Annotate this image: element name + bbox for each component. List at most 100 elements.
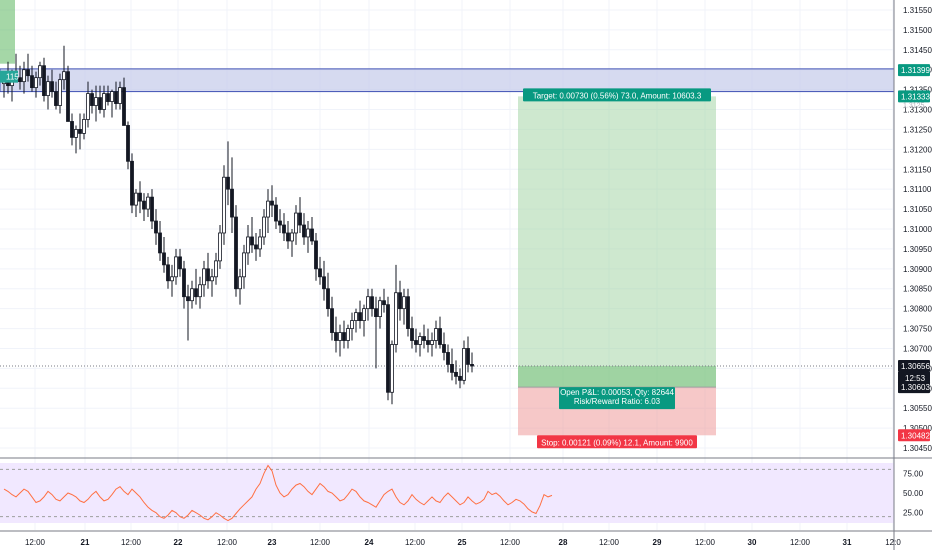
price-tick-label: 1.30500 xyxy=(903,424,932,433)
price-tag-bg xyxy=(898,64,930,77)
candle-bear xyxy=(166,264,170,282)
candle-bear xyxy=(314,240,318,270)
candle-bear xyxy=(274,204,278,222)
candle-bull xyxy=(402,296,406,310)
price-tick-label: 1.30900 xyxy=(903,265,932,274)
time-tick-label: 22 xyxy=(174,538,183,547)
candle-bull xyxy=(134,192,138,206)
candle-bull xyxy=(222,176,226,234)
candle-bear xyxy=(30,75,34,89)
candle-bull xyxy=(462,348,466,381)
position-tool[interactable] xyxy=(0,96,894,436)
candle-bear xyxy=(278,220,282,226)
candle-bear xyxy=(326,288,330,310)
candle-bull xyxy=(94,97,98,106)
candle-bull xyxy=(430,340,434,345)
price-tick-label: 1.30750 xyxy=(903,325,932,334)
hidden-price-label: 1.3125 xyxy=(903,102,925,109)
time-tick-label: 12:00 xyxy=(790,538,811,547)
time-tick-label: 24 xyxy=(365,538,374,547)
price-tick-label: 1.31450 xyxy=(903,46,932,55)
candle-bull xyxy=(210,276,214,282)
candle-bear xyxy=(182,268,186,298)
price-tick-label: 1.31100 xyxy=(903,185,932,194)
candle-bear xyxy=(42,65,46,96)
candle-bear xyxy=(422,336,426,341)
candle-bull xyxy=(34,77,38,89)
time-tick-label: 28 xyxy=(559,538,568,547)
candle-bear xyxy=(78,129,82,134)
candle-bear xyxy=(322,276,326,290)
candle-bull xyxy=(306,228,310,238)
pnl-label-text: Open P&L: 0.00053, Qty: 82644 xyxy=(560,388,674,397)
price-tags: 1.31399 1.31333 1.30656 1.30603 1.30482 12:53… xyxy=(0,64,930,442)
time-tick-label: 12:00 xyxy=(121,538,142,547)
candle-bear xyxy=(458,375,462,381)
candle-bear xyxy=(446,352,450,365)
candle-bull xyxy=(118,87,122,104)
candles xyxy=(2,45,474,405)
risk-reward-text: Risk/Reward Ratio: 6.03 xyxy=(574,397,661,406)
target-label-text: Target: 0.00730 (0.56%) 73.0, Amount: 10… xyxy=(533,91,702,100)
candle-bear xyxy=(18,77,22,83)
candle-bear xyxy=(234,216,238,290)
left-edge-tag-bg xyxy=(0,70,18,83)
zone-rectangle xyxy=(0,68,895,93)
countdown-text: 12:53 xyxy=(905,374,926,383)
candle-bear xyxy=(342,332,346,341)
candle-bull xyxy=(62,71,66,81)
candle-bull xyxy=(110,91,114,102)
price-tick-label: 1.31300 xyxy=(903,106,932,115)
rsi-line xyxy=(3,464,553,522)
stop-label-bg xyxy=(537,435,697,449)
candle-bear xyxy=(298,212,302,226)
candle-bear xyxy=(70,121,74,138)
price-tick-label: 1.30850 xyxy=(903,285,932,294)
rsi-tick-label: 25.00 xyxy=(903,509,924,518)
price-tick-label: 1.31500 xyxy=(903,26,932,35)
candle-bear xyxy=(454,371,458,377)
candle-bear xyxy=(158,232,162,254)
rsi-bands xyxy=(0,468,894,518)
price-tick-label: 1.31150 xyxy=(903,165,932,174)
time-tick-label: 12:00 xyxy=(405,538,426,547)
time-tick-label: 12:00 xyxy=(599,538,620,547)
candle-bear xyxy=(138,192,142,202)
time-tick-label: 23 xyxy=(268,538,277,547)
candle-bull xyxy=(246,236,250,254)
candle-bear xyxy=(126,125,130,162)
price-tag-bg xyxy=(898,90,930,103)
candle-bear xyxy=(438,328,442,345)
candle-bear xyxy=(162,252,166,266)
price-tick-label: 1.31250 xyxy=(903,125,932,134)
candle-bear xyxy=(466,348,470,365)
price-tick-label: 1.30550 xyxy=(903,404,932,413)
price-axis-labels: 1.315501.315001.314501.314001.313501.313… xyxy=(903,6,932,518)
candle-bull xyxy=(258,236,262,250)
pnl-label-bg xyxy=(559,387,675,410)
candle-bull xyxy=(366,296,370,310)
price-tick-label: 1.31200 xyxy=(903,145,932,154)
candle-bull xyxy=(418,336,422,345)
price-tick-label: 1.30700 xyxy=(903,344,932,353)
profit-zone[interactable] xyxy=(518,96,716,388)
candle-bear xyxy=(450,364,454,373)
candle-bear xyxy=(410,328,414,341)
candle-bear xyxy=(154,220,158,234)
candle-bull xyxy=(266,200,270,218)
time-tick-label: 21 xyxy=(81,538,90,547)
price-tick-label: 1.31550 xyxy=(903,6,932,15)
countdown-bg xyxy=(898,372,930,385)
candle-bull xyxy=(290,232,294,242)
candle-bear xyxy=(26,69,30,77)
price-tag-text: 1.30482 xyxy=(901,431,930,440)
candle-bull xyxy=(74,129,78,138)
candle-bear xyxy=(178,256,182,270)
candle-bear xyxy=(186,296,190,302)
candle-bear xyxy=(374,308,378,318)
candle-bear xyxy=(254,244,258,250)
candle-bull xyxy=(202,268,206,286)
time-tick-label: 12:00 xyxy=(217,538,238,547)
